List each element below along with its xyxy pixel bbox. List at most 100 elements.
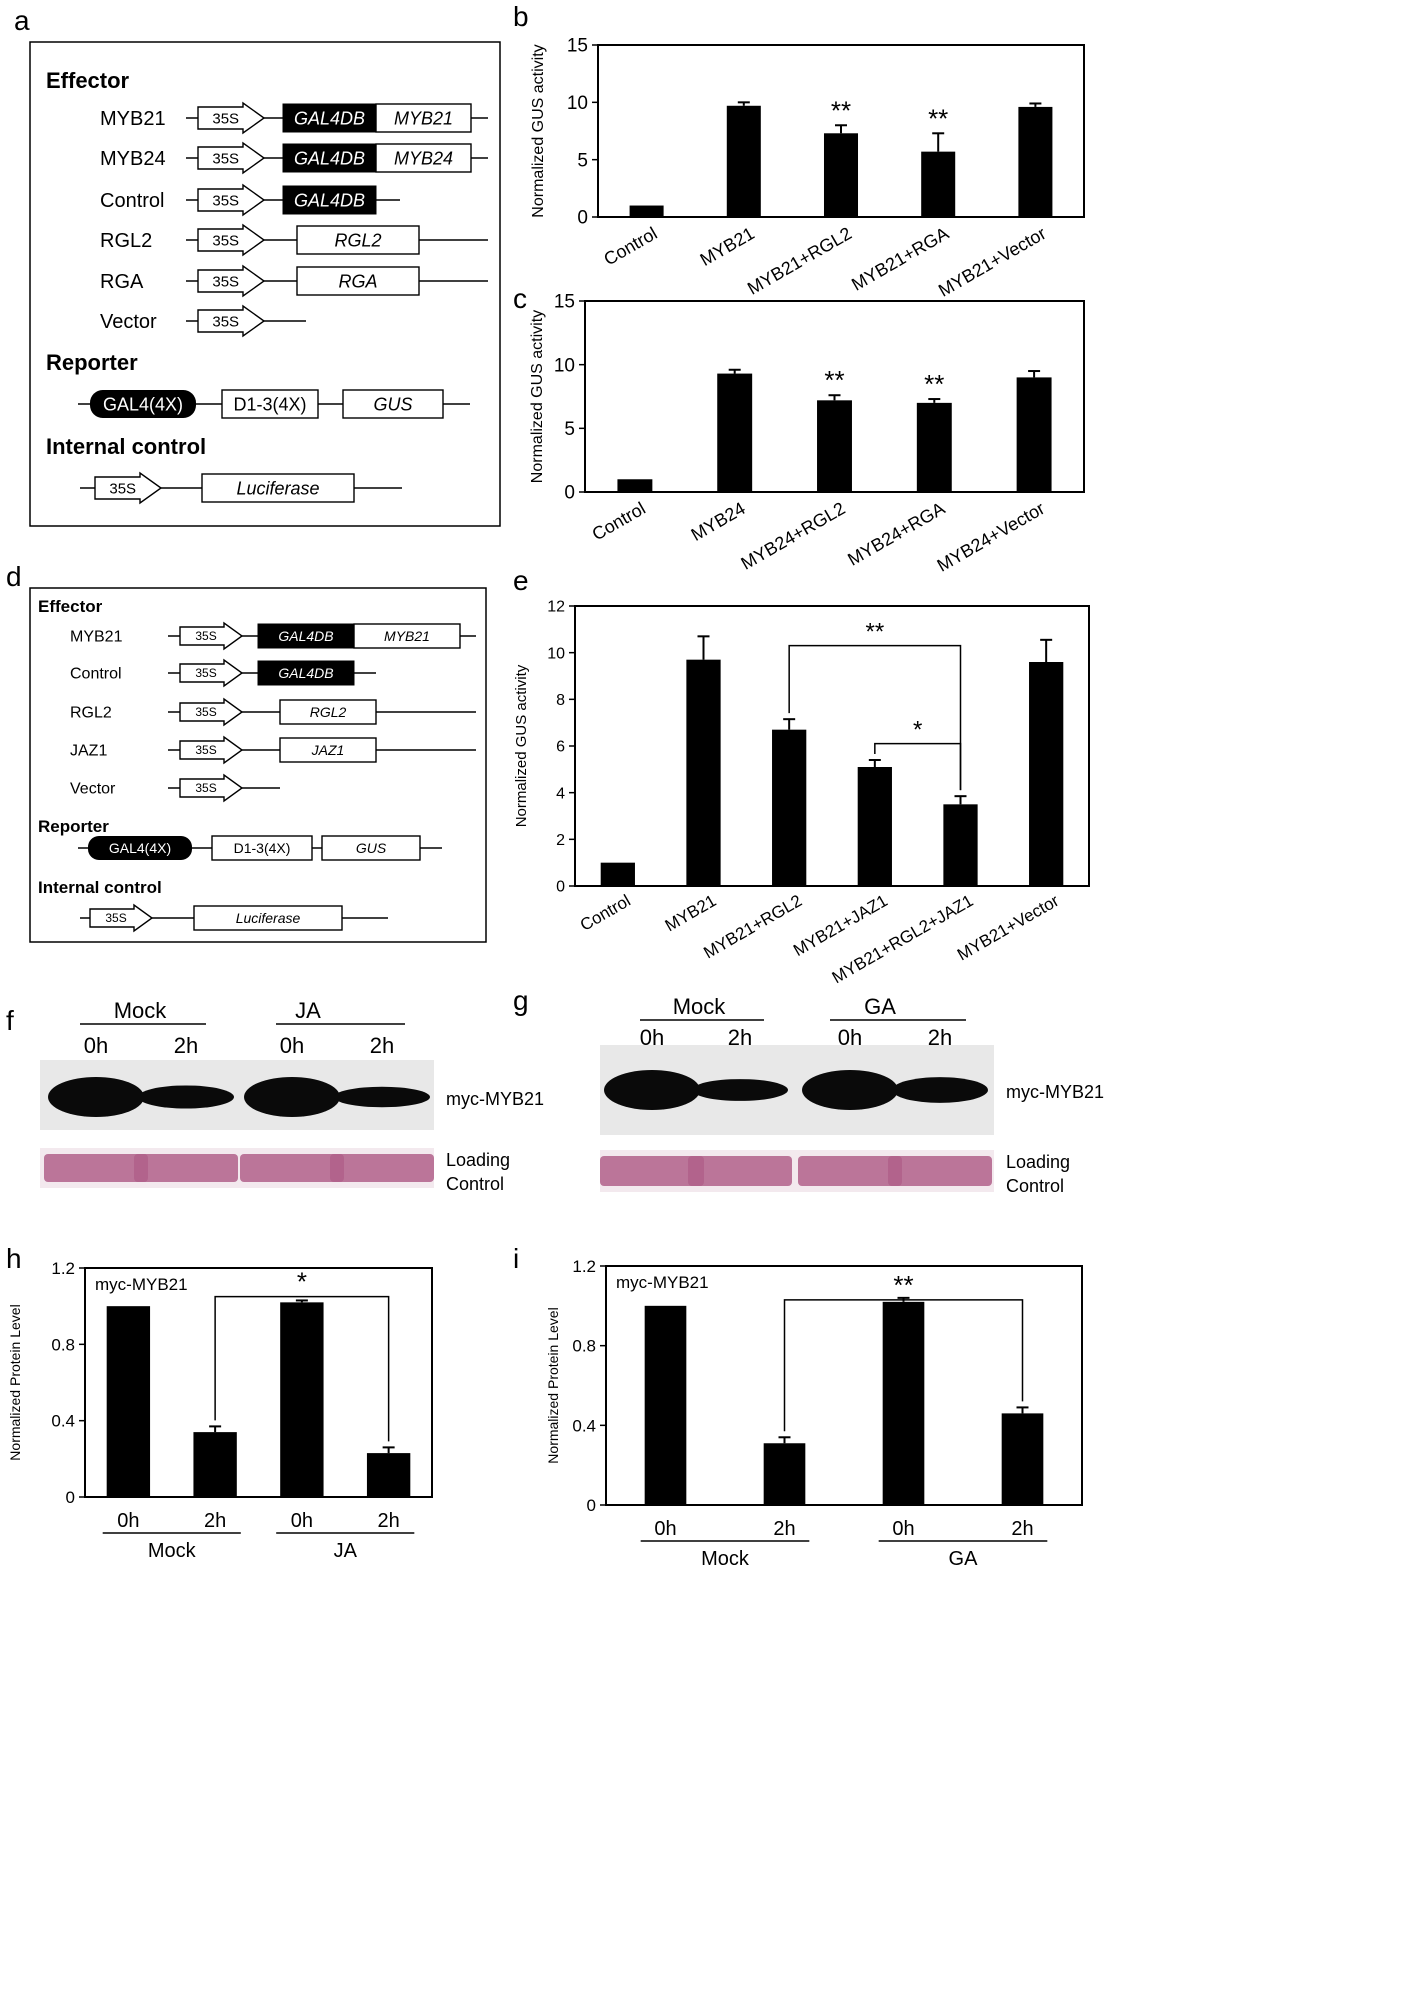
- x-tick-label: MYB21: [662, 891, 720, 935]
- significance-bracket: [214, 1295, 390, 1442]
- protein-band: [604, 1070, 700, 1110]
- loading-band: [44, 1154, 148, 1182]
- x-tick-label: MYB24+Vector: [934, 498, 1048, 576]
- figure-canvas: a b c d e f g h i Effector MYB21 35S GAL4DB…: [6, 1, 1104, 1568]
- x-tick-label: MYB21+RGL2+JAZ1: [829, 891, 977, 987]
- gal4db-box: [282, 143, 377, 173]
- plot-frame: [84, 1267, 433, 1498]
- y-tick-label: 10: [554, 355, 575, 376]
- gal4db-box: [282, 103, 377, 133]
- y-tick-label: 5: [577, 150, 588, 171]
- significance-mark: **: [928, 103, 948, 133]
- d13-box: [221, 389, 319, 419]
- y-tick-label: 0.8: [572, 1337, 596, 1356]
- x-tick-label: 0h: [117, 1510, 139, 1532]
- chart-e: 0 2 4 6 8 10 12 Normalized GUS activity Control M…: [513, 599, 1090, 987]
- bar: [280, 1302, 324, 1497]
- gene-label: RGL2: [334, 230, 381, 250]
- y-tick-label: 0: [564, 483, 575, 504]
- loading-band: [888, 1156, 992, 1186]
- y-tick-label: 0: [556, 879, 565, 896]
- fusion-label: MYB21: [394, 108, 453, 128]
- row-label: RGA: [100, 271, 144, 293]
- promoter-label: 35S: [212, 313, 239, 330]
- group-label: Mock: [148, 1540, 197, 1562]
- x-tick-label: MYB21+Vector: [935, 223, 1049, 301]
- fusion-label: MYB21: [384, 628, 430, 644]
- gus-box: [321, 835, 421, 861]
- significance-bracket: [788, 644, 962, 791]
- significance-mark: **: [865, 619, 884, 646]
- plot-frame: [574, 605, 1090, 887]
- protein-label: myc-MYB21: [446, 1089, 544, 1109]
- western-blot-f: Mock JA 0h 2h 0h 2h myc-MYB21 Loading Control: [40, 998, 544, 1194]
- panel-letter-d: d: [6, 561, 22, 592]
- gene-box: [296, 266, 420, 296]
- x-tick-label: MYB24: [688, 498, 749, 545]
- internal-title: Internal control: [46, 434, 206, 459]
- protein-label: myc-MYB21: [1006, 1082, 1104, 1102]
- bar: [763, 1443, 806, 1505]
- row-label: Control: [70, 666, 122, 683]
- loading-band: [688, 1156, 792, 1186]
- bar: [686, 659, 721, 886]
- lane-time-label: 2h: [174, 1033, 198, 1058]
- chart-i: 0 0.4 0.8 1.2 Normalized Protein Level 0h 2h 0h…: [545, 1257, 1083, 1568]
- row-label: Vector: [100, 311, 157, 333]
- luciferase-box: [193, 905, 343, 931]
- promoter-label: 35S: [105, 911, 126, 925]
- y-axis-label: Normalized Protein Level: [7, 1304, 23, 1460]
- group-label: Mock: [701, 1548, 750, 1568]
- loading-band: [240, 1154, 344, 1182]
- row-label: Vector: [70, 781, 116, 798]
- promoter-arrow: [197, 264, 266, 298]
- y-tick-label: 5: [564, 419, 575, 440]
- plot-frame: [605, 1265, 1083, 1506]
- group-label: Mock: [114, 998, 168, 1023]
- gal4-label: GAL4(4X): [109, 840, 171, 856]
- promoter-arrow: [197, 183, 266, 217]
- promoter-arrow: [179, 658, 244, 688]
- significance-mark: **: [893, 1270, 913, 1300]
- plot-annotation: myc-MYB21: [616, 1273, 709, 1292]
- bar: [600, 862, 635, 886]
- bar: [772, 729, 807, 886]
- construct-frame: [29, 41, 501, 527]
- promoter-label: 35S: [195, 629, 216, 643]
- gene-box: [296, 225, 420, 255]
- luciferase-box: [201, 473, 355, 503]
- bar: [817, 400, 852, 492]
- panel-letter-f: f: [6, 1005, 14, 1036]
- promoter-label: 35S: [195, 666, 216, 680]
- bar: [106, 1306, 151, 1497]
- promoter-label: 35S: [212, 150, 239, 167]
- bar: [921, 151, 956, 217]
- gal4db-label: GAL4DB: [294, 148, 365, 168]
- y-tick-label: 0.8: [51, 1335, 75, 1354]
- loading-label: Loading: [1006, 1152, 1070, 1172]
- group-label: JA: [295, 998, 321, 1023]
- gal4db-box: [257, 660, 355, 686]
- x-tick-label: 2h: [1011, 1518, 1033, 1540]
- gus-label: GUS: [373, 394, 412, 414]
- lane-time-label: 0h: [84, 1033, 108, 1058]
- promoter-arrow: [179, 697, 244, 727]
- gene-box: [279, 699, 377, 725]
- panel-letter-h: h: [6, 1243, 22, 1274]
- promoter-label: 35S: [212, 110, 239, 127]
- luciferase-label: Luciferase: [236, 910, 301, 926]
- bar: [1001, 1413, 1044, 1505]
- x-tick-label: 0h: [291, 1510, 313, 1532]
- loading-band: [600, 1156, 704, 1186]
- y-tick-label: 0: [587, 1496, 596, 1515]
- bar: [916, 402, 952, 492]
- effector-title: Effector: [46, 68, 130, 93]
- row-label: RGL2: [100, 230, 152, 252]
- promoter-arrow: [179, 621, 244, 651]
- lane-time-label: 2h: [370, 1033, 394, 1058]
- d13-label: D1-3(4X): [233, 394, 306, 414]
- row-label: MYB24: [100, 148, 166, 170]
- promoter-arrow: [197, 304, 266, 338]
- promoter-arrow: [197, 101, 266, 135]
- bar: [1029, 662, 1064, 886]
